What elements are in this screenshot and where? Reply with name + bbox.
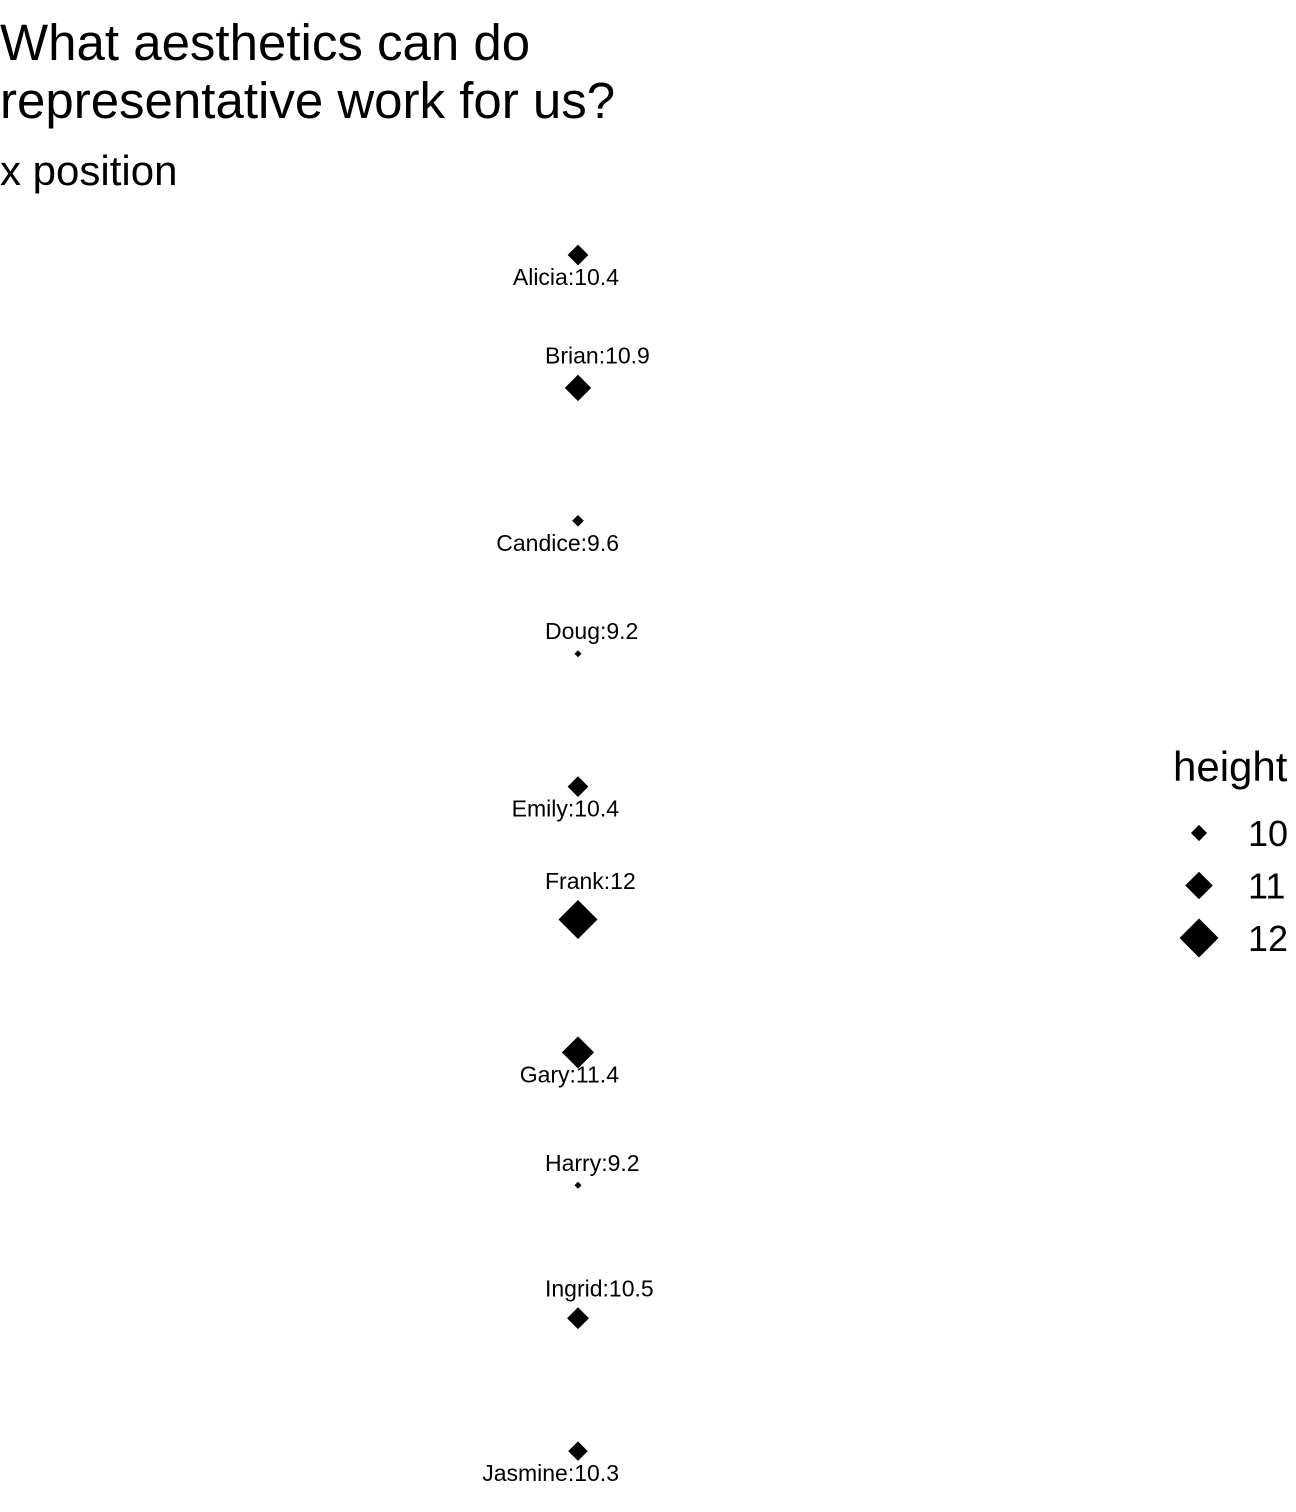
points-layer: Alicia:10.4 Brian:10.9 Candice:9.6 Doug:9.2… [482,244,654,1486]
legend-entry-11: 11 [1185,866,1285,907]
legend-key [1190,824,1208,842]
data-point-harry: Harry:9.2 [545,1150,640,1189]
point-marker [574,1181,582,1189]
point-label: Emily:10.4 [512,796,620,822]
chart-title: What aesthetics can do representative wo… [0,14,616,129]
data-point-frank: Frank:12 [545,868,636,939]
point-label: Alicia:10.4 [513,264,619,290]
point-label: Gary:11.4 [520,1061,619,1087]
point-marker [572,515,584,527]
data-point-jasmine: Jasmine:10.3 [482,1441,619,1486]
point-marker [567,776,589,797]
point-marker [558,900,598,939]
legend-label: 11 [1248,866,1285,907]
point-marker [567,1307,589,1330]
point-label: Frank:12 [545,868,636,894]
legend-label: 12 [1248,918,1288,959]
point-marker [564,374,592,402]
point-marker [561,1036,595,1069]
legend-entry-10: 10 [1190,813,1288,854]
data-point-alicia: Alicia:10.4 [513,244,619,290]
data-point-emily: Emily:10.4 [512,776,620,822]
point-label: Brian:10.9 [545,343,650,369]
chart-subtitle: x position [0,147,178,194]
point-label: Jasmine:10.3 [482,1460,619,1486]
point-label: Candice:9.6 [496,530,619,556]
data-point-doug: Doug:9.2 [545,618,638,658]
point-label: Harry:9.2 [545,1150,640,1176]
legend-title: height [1173,743,1288,790]
data-point-candice: Candice:9.6 [496,515,619,556]
point-marker [568,1441,588,1461]
point-label: Ingrid:10.5 [545,1275,654,1301]
point-marker [574,650,582,658]
legend-key [1179,918,1219,958]
legend: height 10 11 12 [1173,743,1288,959]
legend-label: 10 [1248,813,1288,854]
point-label: Doug:9.2 [545,618,638,644]
legend-entry-12: 12 [1179,918,1288,959]
data-point-brian: Brian:10.9 [545,343,650,402]
data-point-gary: Gary:11.4 [520,1036,619,1087]
point-marker [567,244,589,266]
data-point-ingrid: Ingrid:10.5 [545,1275,654,1330]
legend-key [1185,871,1213,900]
